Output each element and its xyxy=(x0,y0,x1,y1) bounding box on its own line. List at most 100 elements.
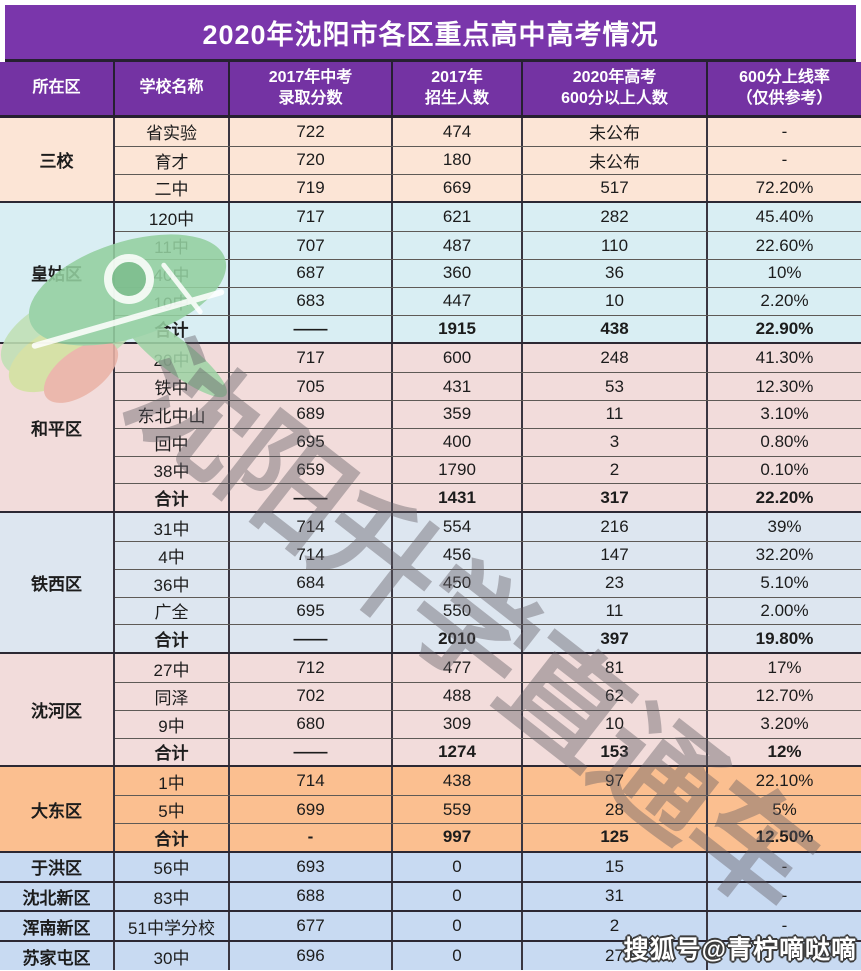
enroll-cell: 359 xyxy=(393,400,523,428)
school-row: 东北中山 689 359 11 3.10% xyxy=(115,399,861,428)
enroll-cell: 997 xyxy=(393,823,523,851)
enroll-cell: 447 xyxy=(393,287,523,315)
enroll-cell: 400 xyxy=(393,428,523,456)
rate-cell: 3.10% xyxy=(760,404,809,424)
enroll-cell: 621 xyxy=(393,203,523,232)
enroll-cell: 477 xyxy=(393,654,523,682)
district-rows: 30中 696 0 27 xyxy=(115,942,861,970)
header-2017-enroll: 2017年 招生人数 xyxy=(393,62,523,115)
score-cell: 659 xyxy=(230,456,393,484)
header-district: 所在区 xyxy=(0,62,115,115)
score-cell: 683 xyxy=(230,287,393,315)
rate-cell: 41.30% xyxy=(755,348,814,368)
header-line: 2017年中考 xyxy=(268,68,353,86)
over600-cell: 397 xyxy=(523,625,708,653)
over600-cell: 517 xyxy=(523,174,708,202)
over600-cell: 未公布 xyxy=(523,146,708,174)
over600-cell: 62 xyxy=(523,682,708,710)
enroll-cell: 554 xyxy=(393,513,523,541)
enroll-cell: 1431 xyxy=(393,484,523,512)
rate-cell: 22.10% xyxy=(755,771,814,791)
header-line: 学校名称 xyxy=(139,79,204,97)
school-name-cell: 4中 xyxy=(115,541,230,569)
enroll-cell: 669 xyxy=(393,174,523,202)
over600-cell: 10 xyxy=(523,710,708,738)
over600-cell: 23 xyxy=(523,569,708,597)
score-cell: 695 xyxy=(230,428,393,456)
school-name-cell: 二中 xyxy=(115,174,230,202)
school-row: 38中 659 1790 2 0.10% xyxy=(115,455,861,484)
over600-cell: 438 xyxy=(523,315,708,343)
header-school: 学校名称 xyxy=(115,62,230,115)
school-row: 1中 714 438 97 22.10% xyxy=(115,767,861,796)
score-cell: - xyxy=(230,823,393,851)
enroll-cell: 0 xyxy=(393,942,523,970)
enroll-cell: 559 xyxy=(393,796,523,823)
school-name-cell: 1中 xyxy=(115,767,230,796)
over600-cell: 28 xyxy=(523,796,708,823)
school-name-cell: 38中 xyxy=(115,456,230,484)
district-group: 沈北新区 83中 688 0 31 - xyxy=(0,882,861,913)
exam-results-table: 所在区 学校名称 2017年中考 录取分数 2017年 招生人数 2020年高考… xyxy=(0,62,861,970)
school-name-cell: 9中 xyxy=(115,710,230,738)
over600-cell: 3 xyxy=(523,428,708,456)
enroll-cell: 0 xyxy=(393,912,523,941)
score-cell: 717 xyxy=(230,203,393,232)
score-cell: 696 xyxy=(230,942,393,970)
header-2017-score: 2017年中考 录取分数 xyxy=(230,62,393,115)
district-cell: 皇姑区 xyxy=(0,203,115,343)
rate-cell: 17% xyxy=(767,658,802,678)
school-row: 铁中 705 431 53 12.30% xyxy=(115,372,861,400)
rate-cell: 12.50% xyxy=(755,827,814,847)
district-group: 于洪区 56中 693 0 15 - xyxy=(0,852,861,883)
enroll-cell: 431 xyxy=(393,373,523,400)
rate-cell: 2.00% xyxy=(760,600,809,620)
district-group: 皇姑区 120中 717 621 282 45.40% 11中 707 487 110 22.60%… xyxy=(0,203,861,345)
school-name-cell: 合计 xyxy=(115,823,230,851)
over600-cell: 未公布 xyxy=(523,118,708,146)
rate-cell: 22.90% xyxy=(755,318,814,338)
enroll-cell: 488 xyxy=(393,682,523,710)
title-bar: 2020年沈阳市各区重点高中高考情况 xyxy=(5,5,856,62)
over600-cell: 10 xyxy=(523,287,708,315)
rate-cell: - xyxy=(781,856,788,876)
school-row: 育才 720 180 未公布 - xyxy=(115,145,861,174)
score-cell: 695 xyxy=(230,597,393,625)
header-line: （仅供参考） xyxy=(736,89,833,107)
district-group: 沈河区 27中 712 477 81 17% 同泽 702 488 62 12.70% 9中 680 30… xyxy=(0,654,861,768)
header-line: 所在区 xyxy=(32,79,81,97)
total-row: 合计 —— 2010 397 19.80% xyxy=(115,624,861,653)
over600-cell: 15 xyxy=(523,852,708,881)
page-title: 2020年沈阳市各区重点高中高考情况 xyxy=(202,19,659,50)
score-cell: 720 xyxy=(230,146,393,174)
header-line: 招生人数 xyxy=(424,89,489,107)
rate-cell: 5.10% xyxy=(760,573,809,593)
district-rows: 31中 714 554 216 39% 4中 714 456 147 32.20% 36中 684 45… xyxy=(115,513,861,653)
district-cell: 沈北新区 xyxy=(0,882,115,911)
school-row: 51中学分校 677 0 2 - xyxy=(115,912,861,941)
school-row: 36中 684 450 23 5.10% xyxy=(115,568,861,597)
school-row: 20中 717 600 248 41.30% xyxy=(115,344,861,373)
header-line: 600分上线率 xyxy=(739,68,830,86)
enroll-cell: 1274 xyxy=(393,738,523,766)
over600-cell: 97 xyxy=(523,767,708,796)
school-row: 83中 688 0 31 - xyxy=(115,882,861,911)
school-name-cell: 51中学分校 xyxy=(115,912,230,941)
over600-cell: 216 xyxy=(523,513,708,541)
district-group: 铁西区 31中 714 554 216 39% 4中 714 456 147 32.20% 36中 68… xyxy=(0,513,861,655)
rate-cell: 45.40% xyxy=(755,207,814,227)
rate-cell: - xyxy=(781,121,788,141)
enroll-cell: 360 xyxy=(393,259,523,287)
district-rows: 120中 717 621 282 45.40% 11中 707 487 110 22.60% 40中… xyxy=(115,203,861,343)
rate-cell: 12.30% xyxy=(755,376,814,396)
school-name-cell: 省实验 xyxy=(115,118,230,146)
school-name-cell: 56中 xyxy=(115,852,230,881)
school-row: 30中 696 0 27 xyxy=(115,942,861,970)
total-row: 合计 —— 1274 153 12% xyxy=(115,737,861,766)
district-group: 大东区 1中 714 438 97 22.10% 5中 699 559 28 5% 合计 -997 125… xyxy=(0,767,861,853)
enroll-cell: 474 xyxy=(393,118,523,146)
score-cell: 712 xyxy=(230,654,393,682)
rate-cell: - xyxy=(781,916,788,936)
school-name-cell: 120中 xyxy=(115,203,230,232)
rate-cell: 12% xyxy=(767,741,802,761)
